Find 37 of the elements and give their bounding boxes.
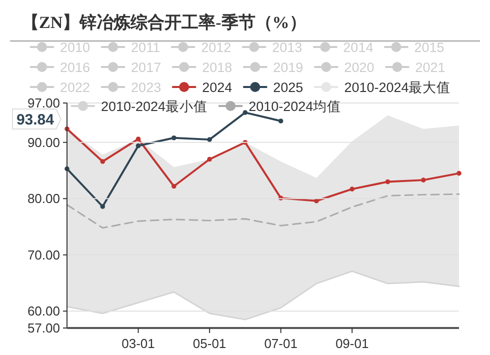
legend-item: 2024 <box>172 80 232 95</box>
point <box>278 118 284 124</box>
point <box>420 178 426 182</box>
point <box>456 170 462 176</box>
point <box>385 179 390 184</box>
point <box>172 135 176 140</box>
point <box>350 186 354 192</box>
point <box>100 159 106 164</box>
legend-label: 2010-2024最小值 <box>101 99 208 114</box>
point <box>100 204 106 209</box>
legend-item: 2025 <box>243 80 304 95</box>
legend-label: 2025 <box>273 80 304 95</box>
point <box>136 136 141 142</box>
annotation: 93.84 <box>12 108 62 130</box>
x-tick-label: 07-01 <box>264 336 298 351</box>
point <box>207 156 212 162</box>
line-series <box>66 193 460 229</box>
legend-label: 2024 <box>202 80 233 95</box>
y-tick-label: 70.00 <box>27 247 60 262</box>
x-tick-label: 03-01 <box>122 336 155 351</box>
point <box>207 137 212 142</box>
point <box>242 110 248 115</box>
legend-item: 2010-2024最小值 <box>71 99 208 114</box>
legend-item: 2010-2024最大值 <box>314 80 451 95</box>
y-tick-label: 80.00 <box>27 191 60 206</box>
x-tick-label: 09-01 <box>335 336 369 351</box>
point <box>136 143 141 148</box>
point <box>172 184 176 189</box>
x-tick-label: 05-01 <box>192 336 226 351</box>
y-tick-label: 57.00 <box>27 320 60 336</box>
legend-label: 2010-2024最大值 <box>344 80 451 95</box>
y-tick-label: 90.00 <box>27 134 60 150</box>
chart-title: 【ZN】锌冶炼综合开工率-季节（%） <box>22 13 306 32</box>
legend-label: 2010-2024均值 <box>248 99 342 114</box>
y-tick-label: 60.00 <box>27 304 60 319</box>
legend-item: 2010-2024均值 <box>218 99 342 114</box>
y-tick-label: 97.00 <box>27 96 60 110</box>
